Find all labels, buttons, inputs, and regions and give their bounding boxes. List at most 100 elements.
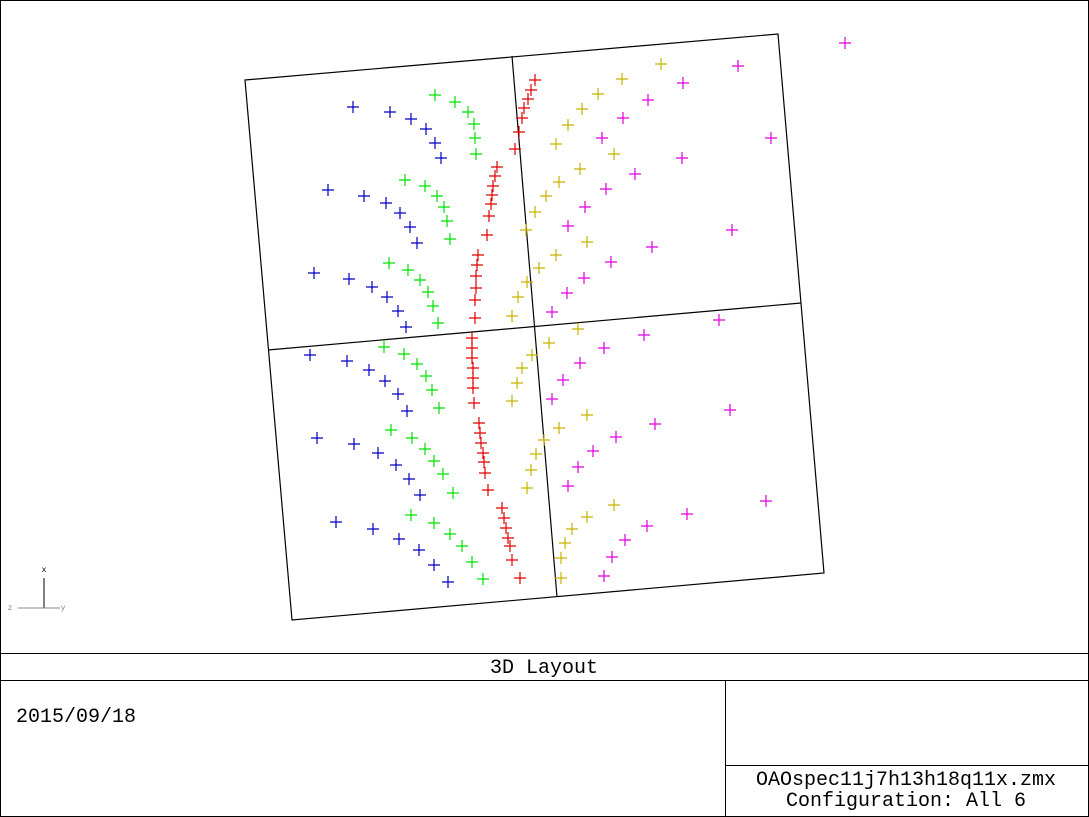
spot-marker <box>629 168 641 180</box>
spot-marker <box>587 445 599 457</box>
spot-marker <box>559 537 571 549</box>
spot-marker <box>444 233 456 245</box>
spot-marker <box>649 418 661 430</box>
spot-marker <box>500 522 512 534</box>
spot-marker <box>578 272 590 284</box>
spot-marker <box>491 161 503 173</box>
spot-marker <box>308 267 320 279</box>
plot-title: 3D Layout <box>490 657 598 680</box>
spot-marker <box>363 364 375 376</box>
spot-marker <box>401 405 413 417</box>
spot-marker <box>348 438 360 450</box>
spot-marker <box>502 532 514 544</box>
spot-marker <box>470 148 482 160</box>
spot-marker <box>596 132 608 144</box>
spot-marker <box>435 152 447 164</box>
spot-marker <box>472 249 484 261</box>
spot-marker <box>428 559 440 571</box>
spot-marker <box>441 215 453 227</box>
spot-marker <box>402 264 414 276</box>
spot-marker <box>530 448 542 460</box>
spot-marker <box>347 101 359 113</box>
spot-marker <box>512 291 524 303</box>
spot-marker <box>367 523 379 535</box>
spot-marker <box>592 88 604 100</box>
spot-marker <box>394 207 406 219</box>
spot-marker <box>572 323 584 335</box>
spot-marker <box>474 427 486 439</box>
spot-marker <box>562 480 574 492</box>
spot-marker <box>506 554 518 566</box>
spot-marker <box>655 58 667 70</box>
configuration: Configuration: All 6 <box>786 790 1026 813</box>
spot-marker <box>496 502 508 514</box>
spot-marker <box>398 348 410 360</box>
spot-marker <box>724 404 736 416</box>
spot-marker <box>513 126 525 138</box>
spot-marker <box>574 163 586 175</box>
spot-marker <box>561 287 573 299</box>
spot-marker <box>760 495 772 507</box>
spot-marker <box>713 314 725 326</box>
spot-marker <box>538 434 550 446</box>
spot-marker <box>469 294 481 306</box>
spot-marker <box>414 489 426 501</box>
spot-marker <box>638 329 650 341</box>
spot-marker <box>562 220 574 232</box>
spot-marker <box>470 282 482 294</box>
spot-marker <box>372 447 384 459</box>
spot-marker <box>422 286 434 298</box>
spot-marker <box>404 221 416 233</box>
spot-marker <box>610 431 622 443</box>
spot-marker <box>579 201 591 213</box>
spot-marker <box>466 352 478 364</box>
spot-marker <box>403 473 415 485</box>
triad-label: z <box>8 604 13 613</box>
spot-marker <box>447 487 459 499</box>
spot-marker <box>581 236 593 248</box>
spot-marker <box>646 241 658 253</box>
spot-marker <box>399 174 411 186</box>
spot-marker <box>393 533 405 545</box>
spot-marker <box>555 572 567 584</box>
spot-marker <box>726 224 738 236</box>
spot-marker <box>543 337 555 349</box>
spot-marker <box>420 123 432 135</box>
spot-marker <box>420 370 432 382</box>
spot-marker <box>343 273 355 285</box>
spot-marker <box>304 349 316 361</box>
spot-marker <box>486 189 498 201</box>
spot-marker <box>419 180 431 192</box>
spot-marker <box>477 573 489 585</box>
spot-marker <box>681 508 693 520</box>
spot-marker <box>473 417 485 429</box>
spot-marker <box>392 305 404 317</box>
spot-marker <box>498 512 510 524</box>
spot-marker <box>311 432 323 444</box>
spot-marker <box>429 137 441 149</box>
spot-marker <box>514 572 526 584</box>
spot-marker <box>540 190 552 202</box>
spot-marker <box>642 94 654 106</box>
spot-marker <box>358 190 370 202</box>
spot-marker <box>431 190 443 202</box>
spot-marker <box>392 388 404 400</box>
file-name: OAOspec11j7h13h18q11x.zmx <box>756 769 1056 792</box>
spot-marker <box>606 551 618 563</box>
spot-marker <box>765 132 777 144</box>
spot-marker <box>520 224 532 236</box>
spot-marker <box>432 317 444 329</box>
spot-marker <box>381 291 393 303</box>
spot-marker <box>676 152 688 164</box>
spot-marker <box>839 37 851 49</box>
spot-marker <box>605 256 617 268</box>
spot-marker <box>522 93 534 105</box>
divider <box>511 55 558 598</box>
spot-marker <box>437 468 449 480</box>
plot-area <box>244 33 851 621</box>
spot-marker <box>550 249 562 261</box>
spot-marker <box>598 342 610 354</box>
spot-marker <box>468 397 480 409</box>
spot-marker <box>557 374 569 386</box>
